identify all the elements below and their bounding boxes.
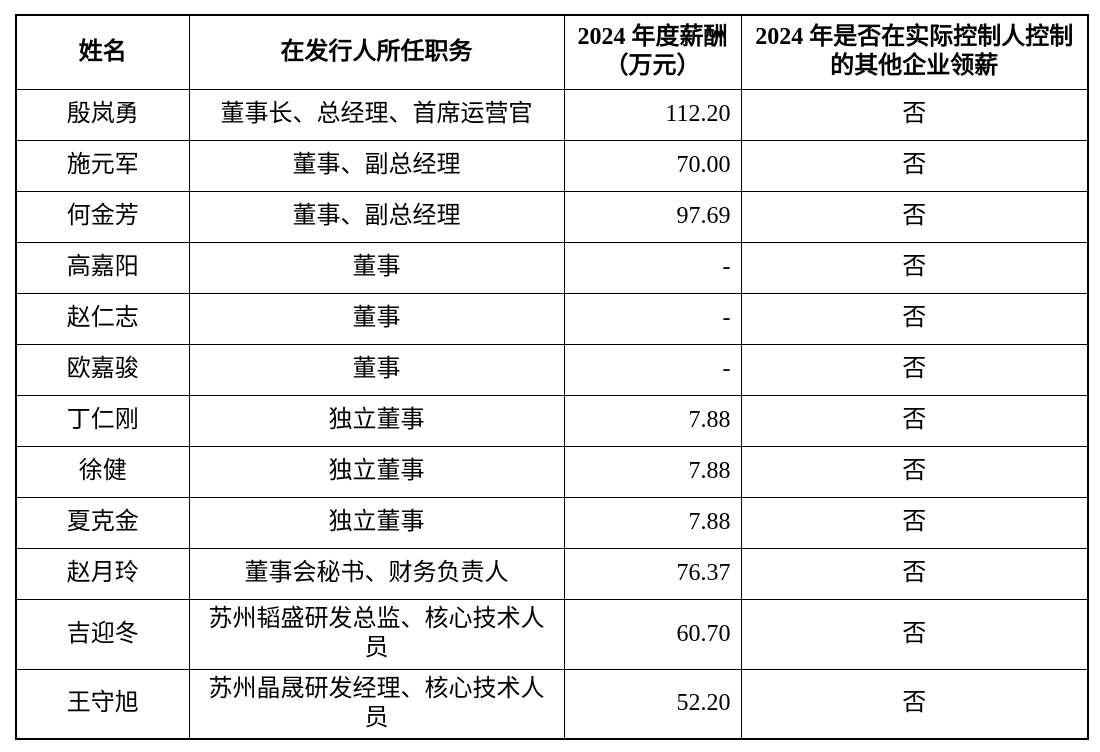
table-cell: 独立董事 bbox=[188, 496, 565, 549]
table-cell: 赵仁志 bbox=[15, 292, 190, 345]
table-cell: 施元军 bbox=[15, 139, 190, 192]
table-cell: 殷岚勇 bbox=[15, 88, 190, 141]
table-cell: 王守旭 bbox=[15, 668, 190, 740]
header-cell: 姓名 bbox=[15, 14, 190, 90]
table-cell: 否 bbox=[740, 547, 1089, 600]
table-cell: 7.88 bbox=[563, 394, 742, 447]
compensation-table: 姓名 在发行人所任职务 2024 年度薪酬（万元） 2024 年是否在实际控制人控制的… bbox=[15, 14, 1089, 740]
table-cell: 董事长、总经理、首席运营官 bbox=[188, 88, 565, 141]
table-cell: 董事 bbox=[188, 241, 565, 294]
table-cell: 否 bbox=[740, 292, 1089, 345]
document: 姓名 在发行人所任职务 2024 年度薪酬（万元） 2024 年是否在实际控制人控制的… bbox=[15, 14, 1089, 740]
table-cell: 董事 bbox=[188, 343, 565, 396]
table-cell: 独立董事 bbox=[188, 445, 565, 498]
table-cell: 董事、副总经理 bbox=[188, 139, 565, 192]
table-cell: 欧嘉骏 bbox=[15, 343, 190, 396]
header-row: 姓名 在发行人所任职务 2024 年度薪酬（万元） 2024 年是否在实际控制人控制的… bbox=[15, 14, 1089, 90]
table-cell: 否 bbox=[740, 445, 1089, 498]
table-cell: 高嘉阳 bbox=[15, 241, 190, 294]
table-cell: 赵月玲 bbox=[15, 547, 190, 600]
table-cell: 苏州晶晟研发经理、核心技术人员 bbox=[188, 668, 565, 740]
table-row: 赵月玲 董事会秘书、财务负责人 76.37 否 bbox=[15, 547, 1089, 600]
table-row: 吉迎冬 苏州韬盛研发总监、核心技术人员 60.70 否 bbox=[15, 598, 1089, 670]
table-cell: 吉迎冬 bbox=[15, 598, 190, 670]
table-cell: 否 bbox=[740, 394, 1089, 447]
table-cell: - bbox=[563, 343, 742, 396]
table-cell: 否 bbox=[740, 343, 1089, 396]
table-cell: 夏克金 bbox=[15, 496, 190, 549]
table-cell: 否 bbox=[740, 139, 1089, 192]
table-row: 丁仁刚 独立董事 7.88 否 bbox=[15, 394, 1089, 447]
table-cell: 否 bbox=[740, 496, 1089, 549]
table-cell: 52.20 bbox=[563, 668, 742, 740]
table-cell: 否 bbox=[740, 668, 1089, 740]
table-cell: 70.00 bbox=[563, 139, 742, 192]
table-row: 施元军 董事、副总经理 70.00 否 bbox=[15, 139, 1089, 192]
table-cell: 何金芳 bbox=[15, 190, 190, 243]
header-cell: 在发行人所任职务 bbox=[188, 14, 565, 90]
table-row: 徐健 独立董事 7.88 否 bbox=[15, 445, 1089, 498]
table-row: 高嘉阳 董事 - 否 bbox=[15, 241, 1089, 294]
table-cell: 76.37 bbox=[563, 547, 742, 600]
table-cell: - bbox=[563, 292, 742, 345]
table-cell: - bbox=[563, 241, 742, 294]
table-cell: 丁仁刚 bbox=[15, 394, 190, 447]
table-row: 欧嘉骏 董事 - 否 bbox=[15, 343, 1089, 396]
table-cell: 7.88 bbox=[563, 496, 742, 549]
table-cell: 董事 bbox=[188, 292, 565, 345]
table-cell: 否 bbox=[740, 241, 1089, 294]
table-cell: 7.88 bbox=[563, 445, 742, 498]
table-cell: 否 bbox=[740, 190, 1089, 243]
table-row: 王守旭 苏州晶晟研发经理、核心技术人员 52.20 否 bbox=[15, 668, 1089, 740]
header-cell: 2024 年度薪酬（万元） bbox=[563, 14, 742, 90]
table-cell: 徐健 bbox=[15, 445, 190, 498]
table-cell: 苏州韬盛研发总监、核心技术人员 bbox=[188, 598, 565, 670]
table-cell: 董事会秘书、财务负责人 bbox=[188, 547, 565, 600]
table-cell: 否 bbox=[740, 88, 1089, 141]
table-row: 殷岚勇 董事长、总经理、首席运营官 112.20 否 bbox=[15, 88, 1089, 141]
table-cell: 97.69 bbox=[563, 190, 742, 243]
table-row: 赵仁志 董事 - 否 bbox=[15, 292, 1089, 345]
header-cell: 2024 年是否在实际控制人控制的其他企业领薪 bbox=[740, 14, 1089, 90]
table-cell: 董事、副总经理 bbox=[188, 190, 565, 243]
table-row: 夏克金 独立董事 7.88 否 bbox=[15, 496, 1089, 549]
table-cell: 否 bbox=[740, 598, 1089, 670]
table-cell: 112.20 bbox=[563, 88, 742, 141]
table-cell: 独立董事 bbox=[188, 394, 565, 447]
table-row: 何金芳 董事、副总经理 97.69 否 bbox=[15, 190, 1089, 243]
table-cell: 60.70 bbox=[563, 598, 742, 670]
